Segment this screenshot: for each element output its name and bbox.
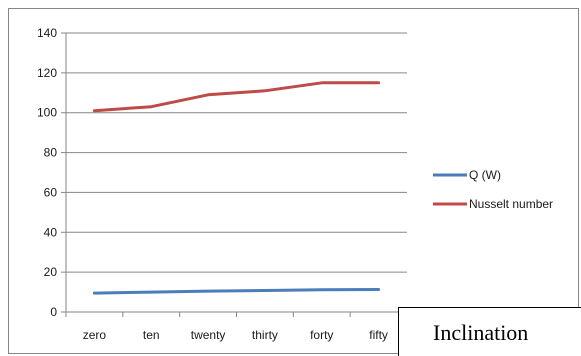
x-tick-label: forty <box>310 328 333 342</box>
legend: Q (W) Nusselt number <box>433 168 553 211</box>
series-line-q-w <box>94 290 378 294</box>
gridlines <box>66 33 407 272</box>
axes: 0 20 40 60 80 100 120 140 zero ten twenty thirty for… <box>37 26 407 342</box>
y-tick-label: 80 <box>44 146 58 160</box>
x-tick-label: twenty <box>191 328 226 342</box>
legend-label: Nusselt number <box>469 197 553 211</box>
x-tick-label: ten <box>143 328 160 342</box>
series-line-nusselt-number <box>94 83 378 111</box>
x-tick-label: zero <box>83 328 107 342</box>
y-tick-label: 60 <box>44 185 58 199</box>
y-tick-label: 100 <box>37 106 57 120</box>
inclination-annotation: Inclination <box>398 307 581 356</box>
legend-label: Q (W) <box>469 168 501 182</box>
y-tick-label: 140 <box>37 26 57 40</box>
x-tick-label: fifty <box>369 328 388 342</box>
y-tick-label: 120 <box>37 66 57 80</box>
y-tick-label: 0 <box>50 305 57 319</box>
y-tick-label: 20 <box>44 265 58 279</box>
y-tick-label: 40 <box>44 225 58 239</box>
series-lines <box>93 81 380 294</box>
x-tick-label: thirty <box>252 328 278 342</box>
